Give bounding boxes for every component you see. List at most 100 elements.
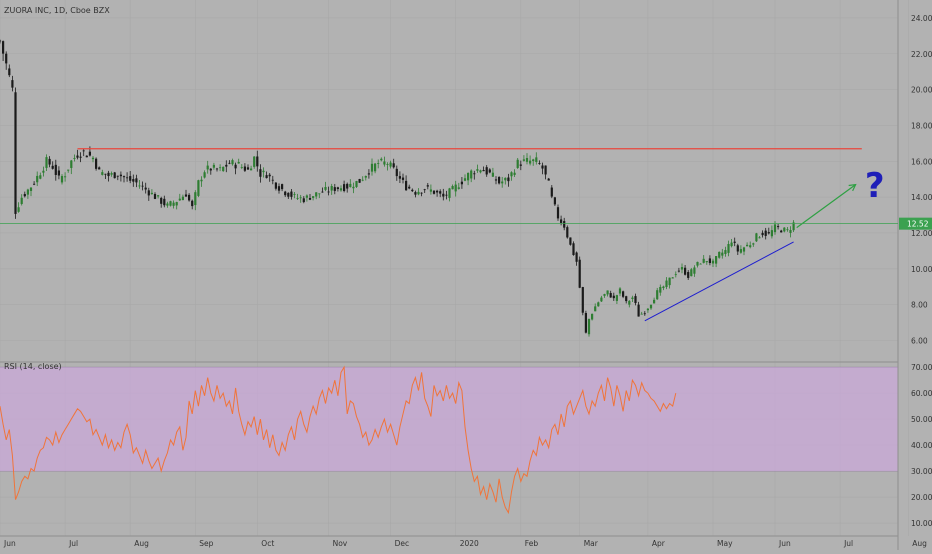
candle-body xyxy=(643,313,646,315)
candle-body xyxy=(463,178,467,181)
candle-body xyxy=(370,163,374,172)
rsi-tick-label: 20.00 xyxy=(911,493,932,502)
candle-body xyxy=(302,198,305,203)
price-tick-label: 20.00 xyxy=(911,86,932,95)
candle-body xyxy=(271,179,274,181)
candle-body xyxy=(764,230,767,236)
candle-body xyxy=(733,241,736,243)
rsi-title[interactable]: RSI (14, close) xyxy=(4,362,62,371)
candle-body xyxy=(451,186,454,190)
candle-body xyxy=(290,191,293,197)
candle-body xyxy=(541,165,544,169)
candle-body xyxy=(129,176,132,181)
candle-body xyxy=(126,177,129,179)
time-tick-label: Jun xyxy=(778,539,791,548)
candle-body xyxy=(591,313,594,320)
time-tick-label: Jun xyxy=(3,539,16,548)
last-price-badge xyxy=(899,217,932,230)
candle-body xyxy=(594,306,597,312)
price-tick-label: 10.00 xyxy=(911,265,932,274)
time-tick-label: Jul xyxy=(843,539,853,548)
candle-body xyxy=(665,280,668,288)
candle-body xyxy=(293,193,296,195)
candle-body xyxy=(556,207,560,219)
candle-body xyxy=(749,245,752,248)
rsi-tick-label: 40.00 xyxy=(911,441,932,450)
candle-body xyxy=(144,187,147,190)
candle-body xyxy=(203,172,206,178)
support-trendline xyxy=(644,241,794,322)
candle-body xyxy=(166,203,169,206)
candle-body xyxy=(383,161,386,165)
candle-body xyxy=(529,160,532,164)
candle-body xyxy=(243,166,246,171)
candle-body xyxy=(76,155,79,158)
candle-body xyxy=(386,164,389,165)
candle-body xyxy=(380,158,383,161)
candle-body xyxy=(98,167,101,170)
candle-body xyxy=(544,165,547,175)
axis-labels: 24.00 22.00 20.00 18.00 16.00 14.00 12.00 10.00… xyxy=(0,14,932,548)
candle-body xyxy=(684,267,687,275)
candle-body xyxy=(14,92,17,214)
candle-body xyxy=(724,250,727,254)
candle-body xyxy=(606,290,609,295)
time-tick-label: May xyxy=(717,539,733,548)
price-tick-label: 22.00 xyxy=(911,50,932,59)
candle-body xyxy=(150,192,153,194)
candle-body xyxy=(274,182,277,189)
candle-body xyxy=(547,178,550,181)
candle-body xyxy=(237,162,240,164)
candle-body xyxy=(39,175,42,179)
candle-body xyxy=(253,156,256,167)
candle-body xyxy=(668,277,671,286)
candle-body xyxy=(287,192,290,197)
candle-body xyxy=(23,194,26,197)
candle-body xyxy=(60,176,64,183)
candle-body xyxy=(147,190,150,196)
candle-body xyxy=(246,167,250,170)
price-tick-label: 12.00 xyxy=(911,229,932,238)
candle-body xyxy=(715,256,718,264)
candle-body xyxy=(442,193,445,197)
candle-body xyxy=(727,244,730,253)
candle-body xyxy=(54,164,57,175)
candle-body xyxy=(157,195,160,197)
candle-body xyxy=(2,41,5,54)
candle-body xyxy=(17,207,20,212)
candle-body xyxy=(460,181,463,185)
candle-body xyxy=(600,297,603,302)
candle-body xyxy=(346,183,349,189)
candle-body xyxy=(752,243,755,245)
candle-body xyxy=(470,170,473,179)
question-mark: ? xyxy=(865,166,885,206)
candle-body xyxy=(336,187,339,190)
candle-body xyxy=(597,302,600,307)
candle-body xyxy=(467,172,470,181)
candle-body xyxy=(426,185,429,187)
candle-body xyxy=(312,196,315,198)
time-tick-label: Dec xyxy=(395,539,410,548)
candle-body xyxy=(436,190,439,193)
candle-body xyxy=(377,163,380,164)
candle-body xyxy=(110,173,113,175)
candle-body xyxy=(417,191,420,195)
candle-body xyxy=(169,201,172,206)
drawings[interactable]: ? xyxy=(77,148,885,322)
candle-body xyxy=(259,169,262,177)
candle-body xyxy=(532,159,535,162)
candle-body xyxy=(20,197,23,204)
candle-body xyxy=(501,181,504,184)
candle-body xyxy=(615,295,618,301)
candlestick-series xyxy=(0,39,795,337)
candle-body xyxy=(553,197,556,205)
candle-body xyxy=(160,197,163,204)
candle-body xyxy=(389,162,392,167)
price-tick-label: 8.00 xyxy=(911,301,928,310)
candle-body xyxy=(420,192,423,194)
candle-body xyxy=(711,260,715,264)
symbol-title[interactable]: ZUORA INC, 1D, Cboe BZX xyxy=(4,6,110,15)
candle-body xyxy=(104,173,107,175)
